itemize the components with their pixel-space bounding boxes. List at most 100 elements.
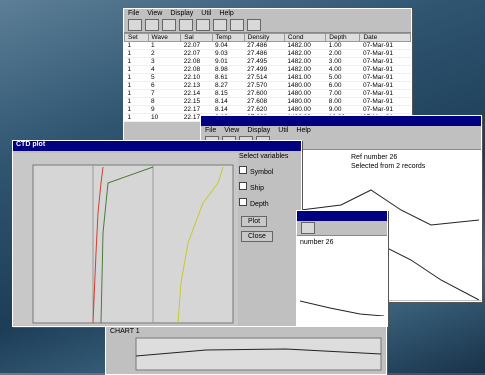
menu-item[interactable]: Display [247,127,271,134]
cell: 1 [124,73,149,82]
plot-frame [32,164,234,324]
cell: 22.15 [180,97,213,106]
table-row: 1 9 22.17 8.14 27.620 1480.00 9.00 07-Mar-91 [124,105,411,114]
button[interactable]: Close [241,231,273,242]
menu-item[interactable]: Util [201,10,212,17]
cell: 7.00 [325,89,360,98]
side-panel: Select variables Symbol Ship Depth Plot Clo… [239,153,299,244]
checkbox[interactable] [239,182,247,190]
table-row: 1 1 22.07 9.04 27.486 1482.00 1.00 07-Mar-91 [124,41,411,50]
data-table: Set Wave Sal Temp Density Cond Depth Date 1 1 22.0… [124,33,411,122]
cell: 1 [124,41,149,50]
caption: Ref number 26 [351,154,398,161]
green-profile [100,166,154,324]
cell: 1 [124,49,149,58]
cell: 27.608 [244,97,285,106]
table-row: 1 7 22.14 8.15 27.600 1480.00 7.00 07-Mar-91 [124,89,411,98]
menu-item[interactable]: View [147,10,163,17]
cell: 7 [148,89,181,98]
cell: 07-Mar-91 [359,49,411,58]
cell: 1482.00 [284,49,326,58]
menu-item[interactable]: Help [219,10,234,17]
mini-plot [299,300,385,317]
cell: 5 [148,73,181,82]
table-row: 1 8 22.15 8.14 27.608 1480.00 8.00 07-Mar-91 [124,97,411,106]
title-bar [201,116,481,126]
cell: 3.00 [325,57,360,66]
menu-item[interactable]: Help [296,127,311,134]
cell: 6.00 [325,81,360,90]
cell: 27.499 [244,65,285,74]
yellow-profile [177,166,224,324]
column-header: Set [124,33,149,42]
column-header: Wave [147,33,182,42]
cell: 1 [124,57,149,66]
cell: 27.620 [244,105,285,114]
cell: 9 [148,105,181,114]
cell: 27.600 [244,89,285,98]
menu-item[interactable]: Util [278,127,289,134]
cell: 07-Mar-91 [359,65,411,74]
toolbar [297,221,387,236]
red-profile [92,166,104,324]
column-header: Depth [325,33,361,42]
option-label: Depth [250,201,269,208]
cell: 1 [124,105,149,114]
menu-item[interactable]: View [224,127,240,134]
curve [300,189,480,226]
button[interactable]: Plot [241,216,268,227]
cell: 07-Mar-91 [359,57,411,66]
cell: 5.00 [325,73,360,82]
cell: 4.00 [325,65,360,74]
menu-item[interactable]: File [128,10,140,17]
cell: 8.27 [212,81,245,90]
cell: 07-Mar-91 [359,41,411,50]
cell: 8.14 [212,97,245,106]
checkbox[interactable] [239,166,247,174]
cell: 22.08 [180,57,213,66]
cell: 07-Mar-91 [359,89,411,98]
menu-item[interactable]: File [205,127,217,134]
column-header: Date [359,33,411,42]
cell: 1 [124,97,149,106]
option-label: Ship [250,185,265,192]
table-row: 1 4 22.08 8.98 27.499 1482.00 4.00 07-Mar-91 [124,65,411,74]
profile-plot [300,189,480,300]
cell: 1480.00 [284,105,326,114]
bottom-window: CHART 1 [105,326,387,375]
cell: 1.00 [325,41,360,50]
bottom-plot [135,337,382,371]
option[interactable]: Ship [239,182,299,192]
cell: 22.07 [180,49,213,58]
cell: 07-Mar-91 [359,81,411,90]
column-header: Cond [283,33,327,42]
cell: 3 [148,57,181,66]
cell: 1 [124,81,149,90]
cell: 22.17 [180,105,213,114]
cell: 07-Mar-91 [359,105,411,114]
cell: 9.00 [325,105,360,114]
cell: 8.15 [212,89,245,98]
column-header: Temp [211,33,245,42]
cell: 27.514 [244,73,285,82]
caption: number 26 [300,239,334,246]
cell: 22.10 [180,73,213,82]
option[interactable]: Symbol [239,166,299,176]
column-header: Density [243,33,285,42]
table-row: 1 3 22.08 9.01 27.495 1482.00 3.00 07-Mar-91 [124,57,411,66]
cell: 8.00 [325,97,360,106]
chart-title: CHART 1 [110,328,140,335]
cell: 27.570 [244,81,285,90]
cell: 1480.00 [284,97,326,106]
cell: 22.08 [180,65,213,74]
checkbox[interactable] [239,198,247,206]
cell: 10 [148,113,181,122]
menu-bar: File View Display Util Help [124,9,411,18]
cell: 1482.00 [284,65,326,74]
cell: 1 [124,65,149,74]
plot-area: number 26 [297,236,387,329]
menu-item[interactable]: Display [170,10,194,17]
cell: 8.98 [212,65,245,74]
option[interactable]: Depth [239,198,299,208]
